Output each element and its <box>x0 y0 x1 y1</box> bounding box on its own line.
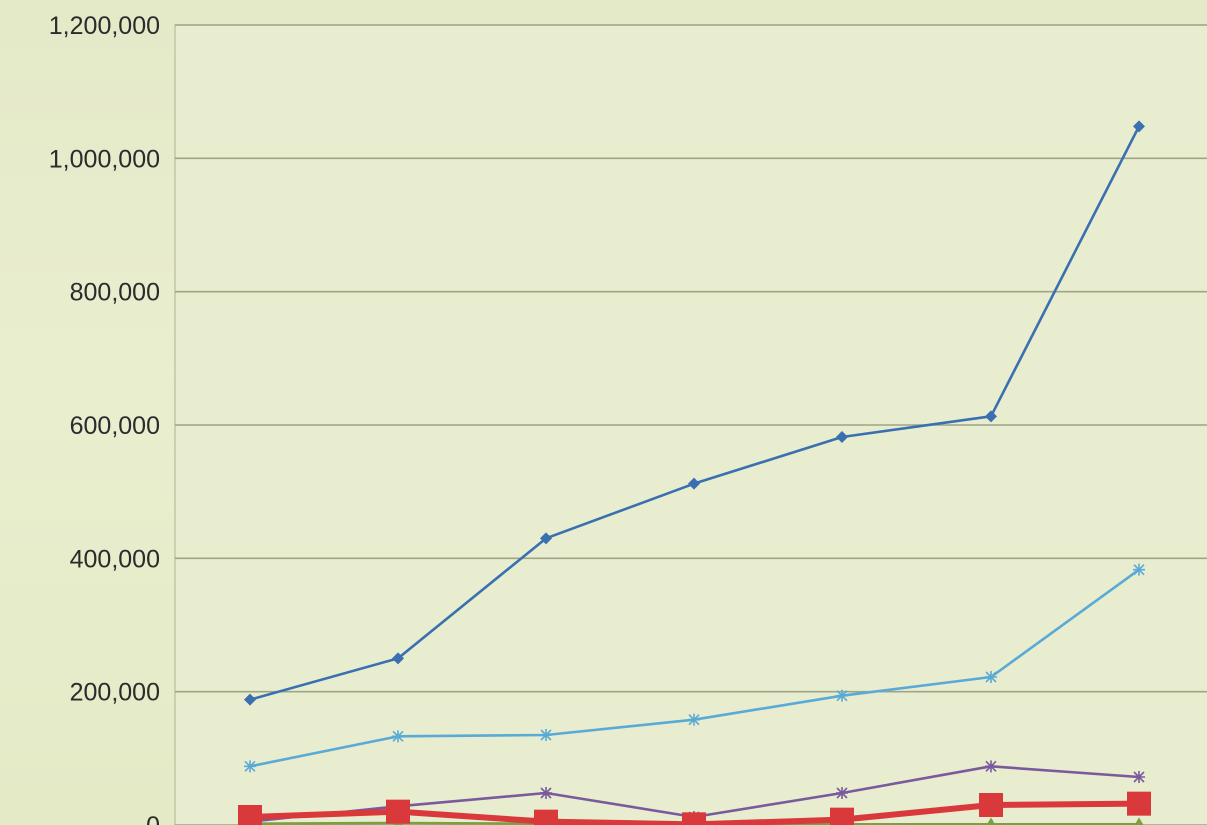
series-4-point <box>386 799 410 824</box>
gridlines <box>175 24 1207 825</box>
series-1 <box>244 120 1145 706</box>
y-tick-label: 200,000 <box>70 679 160 707</box>
y-tick-label: 400,000 <box>70 545 160 573</box>
y-tick-label: 800,000 <box>70 279 160 307</box>
series-3-point <box>985 760 997 773</box>
series-4-point <box>979 793 1003 817</box>
y-tick-label: 0 <box>146 812 160 825</box>
series-1-point <box>244 693 256 706</box>
y-tick-label: 600,000 <box>70 412 160 440</box>
series-1-point <box>688 477 700 490</box>
series-3-point <box>540 787 552 799</box>
y-tick-label: 1,000,000 <box>49 145 160 173</box>
series-1-point <box>836 431 848 443</box>
series-4-point <box>682 812 706 825</box>
series-layer <box>238 120 1151 825</box>
series-1-point <box>540 532 552 545</box>
series-5-point <box>986 817 996 825</box>
series-2-point <box>540 729 552 741</box>
series-4 <box>238 791 1151 825</box>
series-2-point <box>688 713 700 726</box>
series-4-point <box>238 805 262 825</box>
series-4-point <box>830 807 854 825</box>
series-1-point <box>985 410 997 423</box>
series-3-point <box>1133 771 1145 783</box>
series-3-point <box>836 787 848 799</box>
series-2-point <box>1133 563 1145 576</box>
series-2 <box>244 563 1145 773</box>
series-4-point <box>1127 791 1151 816</box>
y-tick-label: 1,200,000 <box>49 12 160 40</box>
series-2-point <box>836 689 848 702</box>
y-axis-tick-labels: 0 200,000 400,000 600,000 800,000 1,000,000 1,… <box>49 12 160 825</box>
series-1-point <box>1133 120 1145 133</box>
series-2-point <box>985 671 997 683</box>
series-2-point <box>244 760 256 773</box>
series-5-point <box>1134 817 1144 825</box>
series-4-point <box>534 809 558 825</box>
series-2-point <box>392 730 404 743</box>
series-1-point <box>392 652 404 665</box>
